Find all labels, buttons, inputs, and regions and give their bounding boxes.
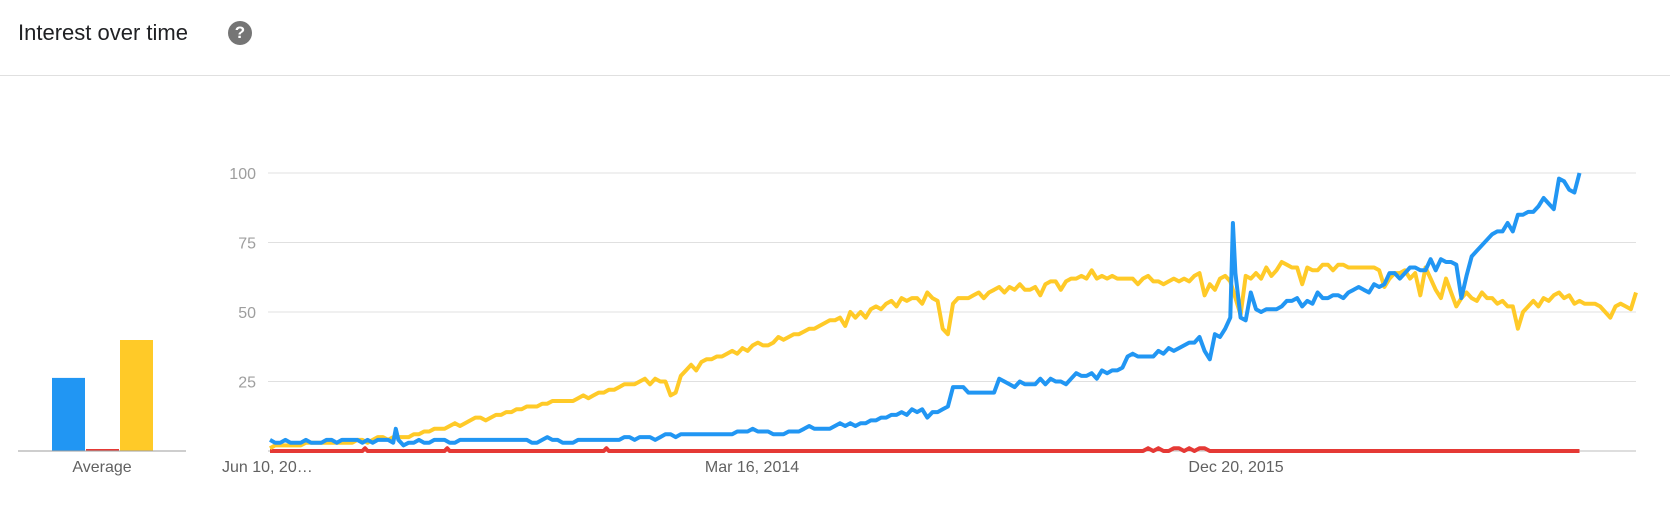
x-tick-label-3: Dec 20, 2015: [1188, 459, 1283, 476]
line-series-layer: [269, 172, 1638, 453]
series-line-1[interactable]: [269, 172, 1582, 448]
y-tick-label-75: 75: [238, 236, 256, 253]
average-bar-2[interactable]: [86, 449, 119, 451]
help-icon[interactable]: ?: [228, 21, 252, 45]
average-label: Average: [72, 459, 131, 476]
y-tick-label-25: 25: [238, 375, 256, 392]
average-bar-3[interactable]: [120, 340, 153, 451]
average-bar-1[interactable]: [52, 377, 85, 451]
series-line-3[interactable]: [269, 260, 1638, 450]
card-header: Interest over time ?: [0, 0, 1670, 76]
y-tick-label-50: 50: [238, 305, 256, 322]
x-tick-label-2: Mar 16, 2014: [705, 459, 799, 476]
series-line-2[interactable]: [270, 446, 1580, 453]
y-axis-ticks: 25 50 75 100: [229, 166, 256, 392]
average-bar-chart: Average: [18, 340, 186, 476]
y-tick-label-100: 100: [229, 166, 256, 183]
x-tick-label-1: Jun 10, 20…: [222, 459, 313, 476]
x-axis-ticks: Jun 10, 20… Mar 16, 2014 Dec 20, 2015: [222, 459, 1284, 476]
card-title: Interest over time: [18, 20, 188, 45]
